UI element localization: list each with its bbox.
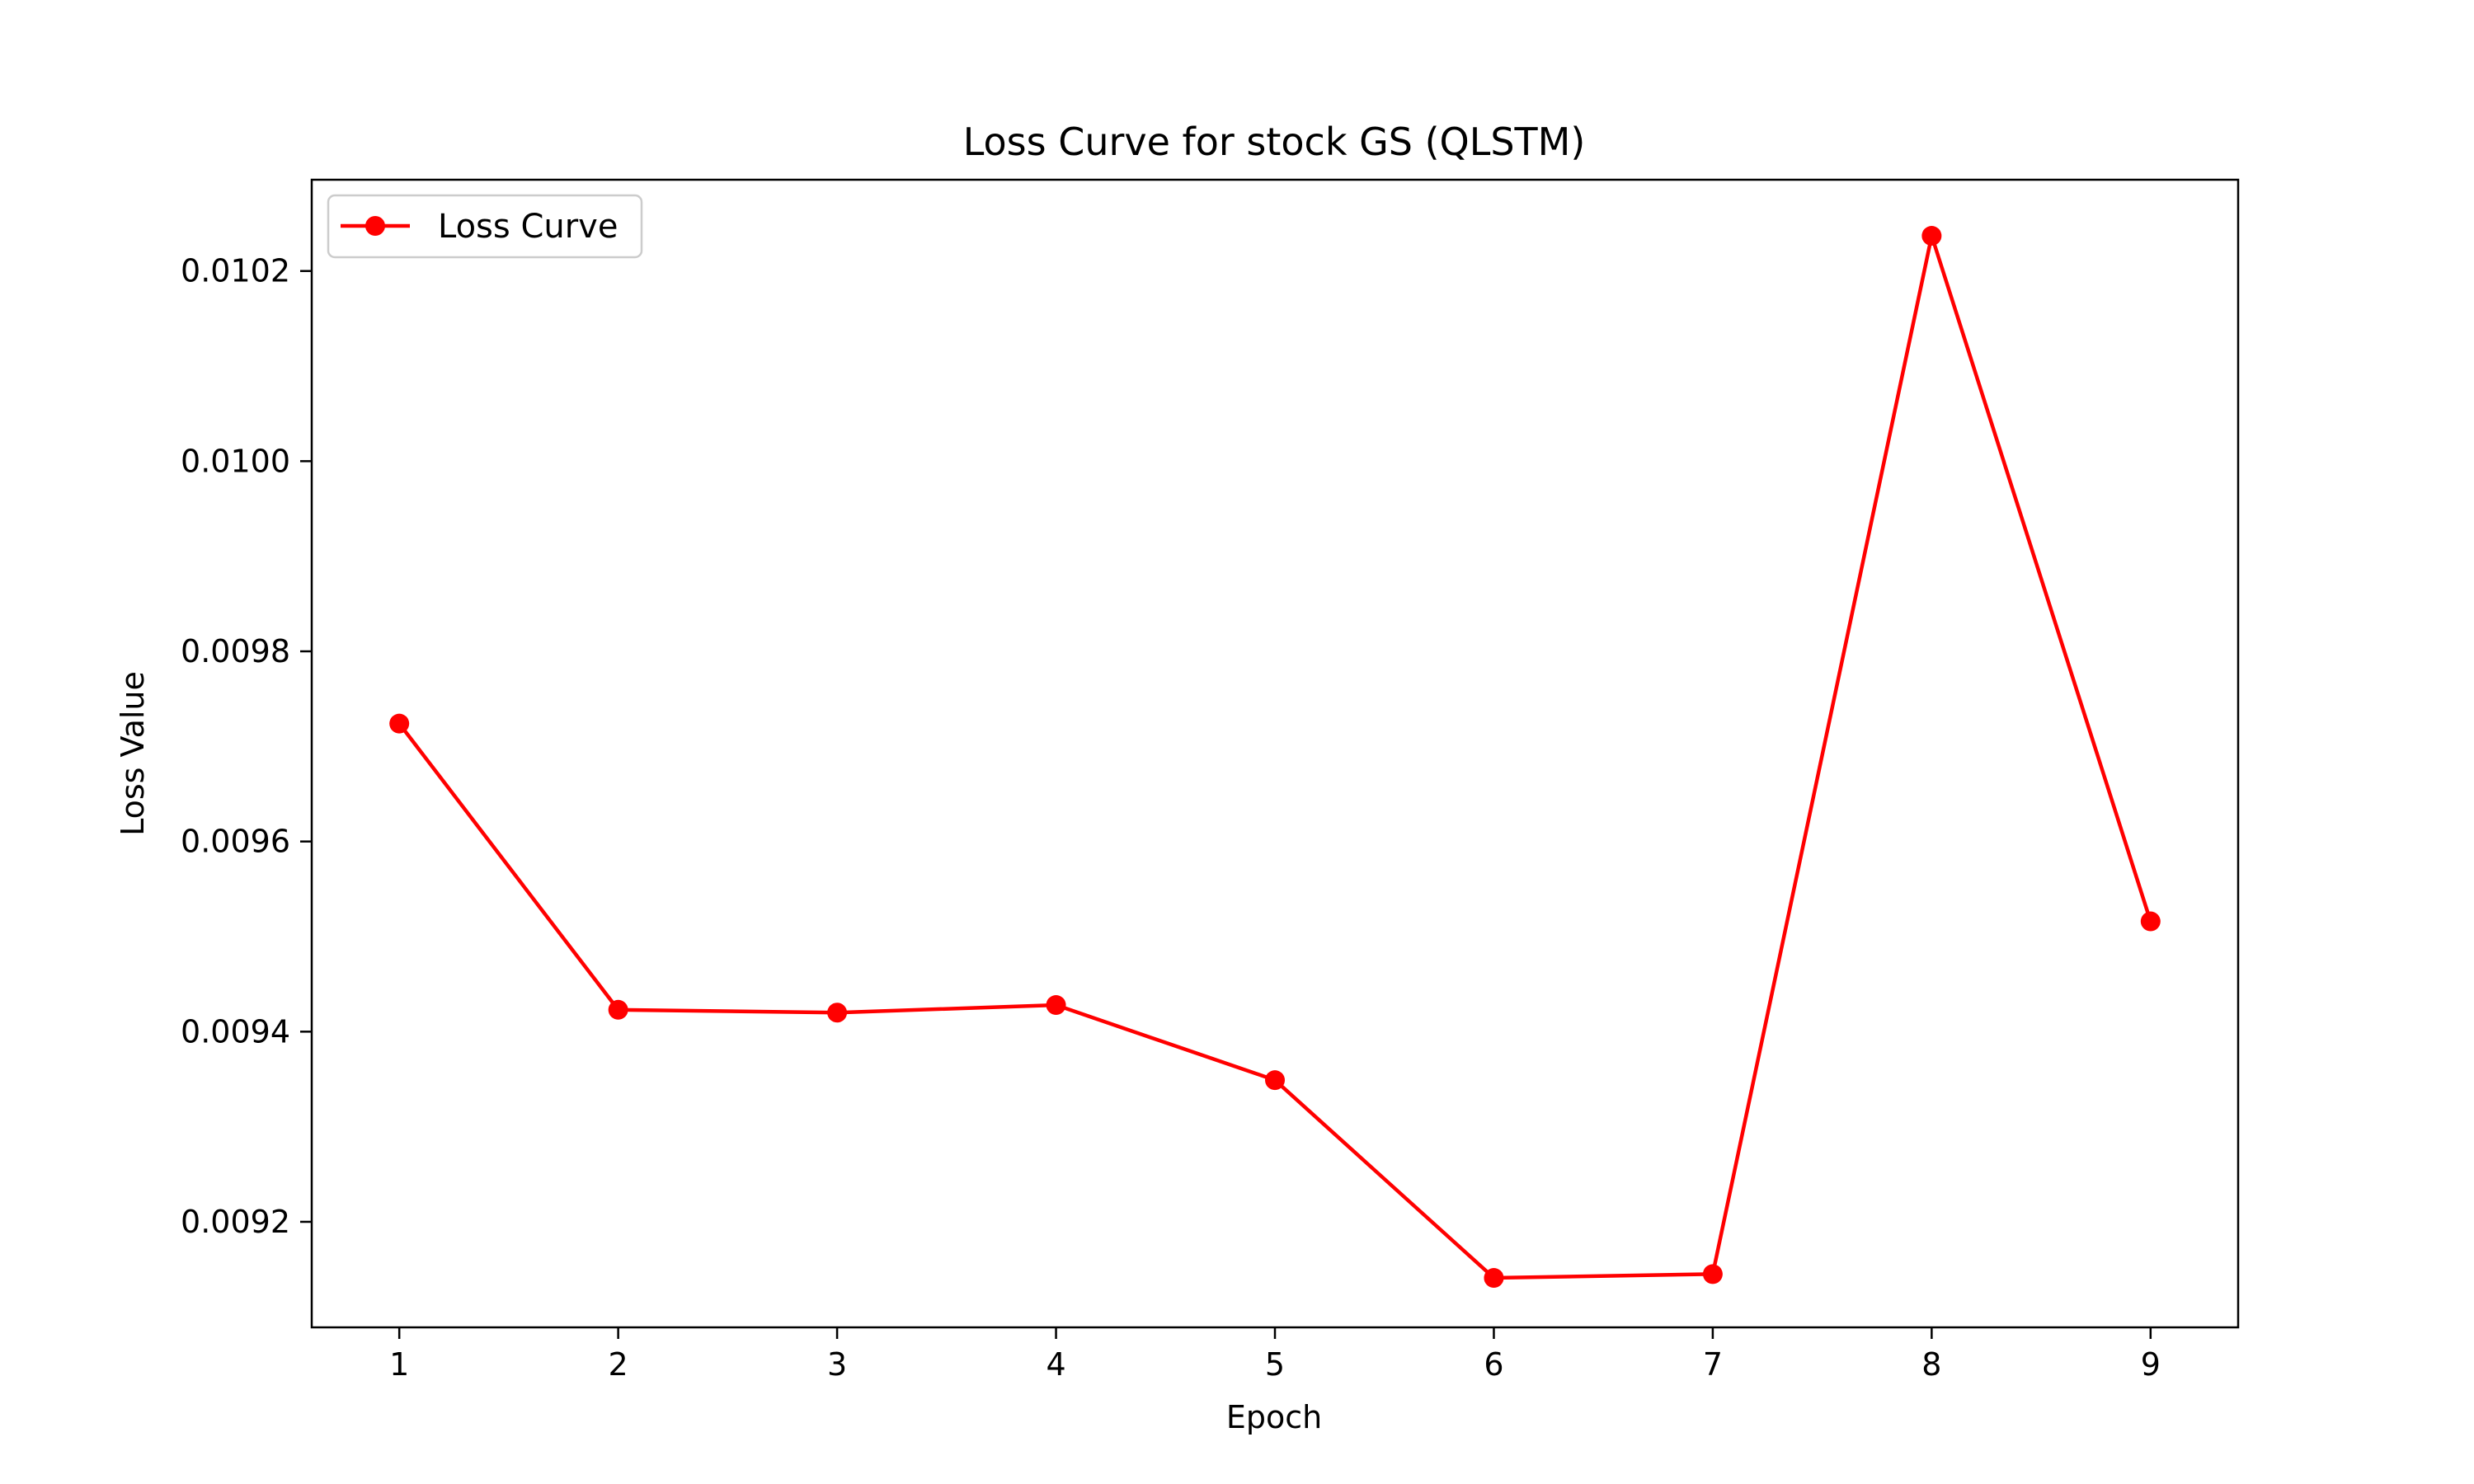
legend: Loss Curve — [327, 194, 643, 259]
plot-area — [310, 178, 2240, 1329]
x-axis-label: Epoch — [1226, 1399, 1322, 1435]
data-point — [827, 1003, 848, 1023]
data-point — [2140, 911, 2161, 932]
data-point — [389, 713, 410, 734]
x-tick-label: 3 — [827, 1346, 847, 1383]
legend-box — [327, 194, 643, 259]
y-tick-label: 0.0092 — [181, 1204, 290, 1240]
data-point — [608, 999, 628, 1020]
data-point — [1702, 1264, 1723, 1284]
series-layer — [389, 226, 2161, 1289]
data-point — [1046, 995, 1066, 1016]
data-point — [1921, 226, 1942, 247]
x-tick-label: 7 — [1703, 1346, 1723, 1383]
y-tick-label: 0.0098 — [181, 633, 290, 669]
data-point — [1265, 1070, 1285, 1091]
x-tick-label: 1 — [389, 1346, 409, 1383]
y-tick-label: 0.0096 — [181, 824, 290, 860]
x-tick-label: 9 — [2141, 1346, 2161, 1383]
y-tick-label: 0.0094 — [181, 1013, 290, 1050]
x-axis: 1 2 3 4 5 6 7 8 9 — [389, 1327, 2161, 1383]
y-axis-label: Loss Value — [115, 671, 151, 836]
legend-label: Loss Curve — [438, 208, 618, 246]
y-axis: 0.0092 0.0094 0.0096 0.0098 0.0100 0.0102 — [181, 253, 312, 1240]
data-point — [1484, 1268, 1504, 1289]
x-tick-label: 6 — [1484, 1346, 1503, 1383]
x-tick-label: 2 — [609, 1346, 628, 1383]
x-tick-label: 4 — [1046, 1346, 1065, 1383]
x-tick-label: 5 — [1265, 1346, 1285, 1383]
y-tick-label: 0.0102 — [181, 253, 290, 289]
chart-title: Loss Curve for stock GS (QLSTM) — [963, 120, 1586, 164]
y-tick-label: 0.0100 — [181, 443, 290, 479]
legend-marker-sample — [365, 216, 385, 236]
x-tick-label: 8 — [1921, 1346, 1941, 1383]
